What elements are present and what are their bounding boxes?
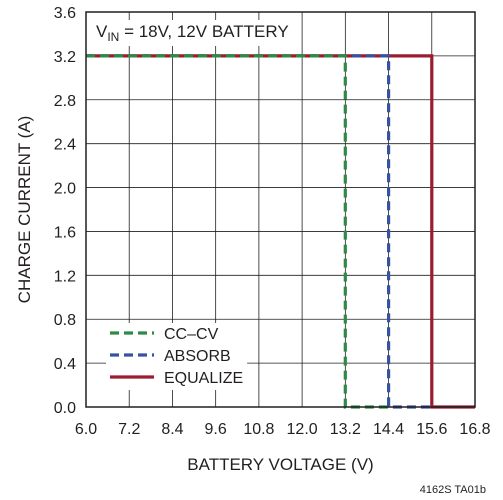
y-tick-label: 3.6 bbox=[54, 5, 76, 22]
legend-label-absorb: ABSORB bbox=[164, 348, 231, 365]
annotation-prefix: V bbox=[96, 22, 108, 41]
annotation-background bbox=[92, 20, 293, 46]
x-tick-label: 12.0 bbox=[287, 421, 318, 438]
x-tick-label: 9.6 bbox=[205, 421, 227, 438]
x-axis-title: BATTERY VOLTAGE (V) bbox=[187, 455, 373, 474]
x-tick-label: 16.8 bbox=[459, 421, 490, 438]
x-tick-label: 13.2 bbox=[330, 421, 361, 438]
y-tick-label: 0.0 bbox=[54, 400, 76, 417]
x-tick-label: 10.8 bbox=[243, 421, 274, 438]
y-tick-label: 2.4 bbox=[54, 137, 76, 154]
x-tick-label: 7.2 bbox=[118, 421, 140, 438]
y-tick-label: 3.2 bbox=[54, 49, 76, 66]
legend: CC–CV ABSORB EQUALIZE bbox=[106, 323, 248, 390]
annotation: VIN = 18V, 12V BATTERY bbox=[96, 22, 289, 44]
y-axis-title: CHARGE CURRENT (A) bbox=[15, 116, 34, 304]
y-tick-label: 1.2 bbox=[54, 268, 76, 285]
y-tick-label: 2.0 bbox=[54, 181, 76, 198]
plot-frame bbox=[85, 11, 476, 408]
legend-label-cc-cv: CC–CV bbox=[164, 326, 219, 343]
x-tick-labels: 6.0 7.2 8.4 9.6 10.8 12.0 13.2 14.4 15.6 16.8 bbox=[75, 421, 491, 438]
figure-id: 4162S TA01b bbox=[420, 484, 486, 496]
x-tick-label: 14.4 bbox=[373, 421, 404, 438]
y-tick-label: 0.4 bbox=[54, 356, 76, 373]
x-tick-label: 6.0 bbox=[75, 421, 97, 438]
x-tick-label: 15.6 bbox=[416, 421, 447, 438]
annotation-subscript: IN bbox=[107, 30, 119, 44]
y-tick-label: 1.6 bbox=[54, 224, 76, 241]
annotation-suffix: = 18V, 12V BATTERY bbox=[119, 22, 288, 41]
x-tick-label: 8.4 bbox=[161, 421, 183, 438]
y-tick-label: 0.8 bbox=[54, 312, 76, 329]
y-tick-labels: 0.0 0.4 0.8 1.2 1.6 2.0 2.4 2.8 3.2 3.6 bbox=[54, 5, 76, 417]
legend-label-equalize: EQUALIZE bbox=[164, 370, 243, 387]
y-tick-label: 2.8 bbox=[54, 93, 76, 110]
